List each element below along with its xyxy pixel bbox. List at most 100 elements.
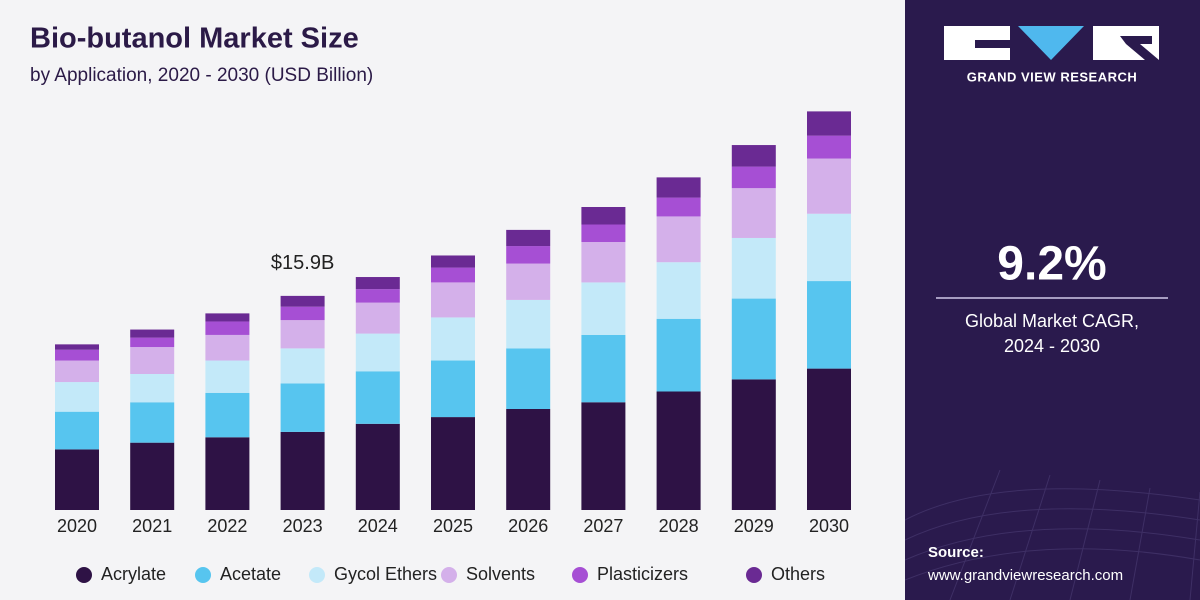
bar-segment bbox=[280, 306, 325, 321]
legend-label: Acrylate bbox=[101, 564, 166, 584]
bar-segment bbox=[280, 320, 325, 349]
x-tick-label: 2020 bbox=[57, 516, 97, 536]
bar-segment bbox=[205, 437, 250, 510]
bar-segment bbox=[731, 166, 776, 189]
logo-triangle bbox=[1018, 26, 1084, 60]
bar-segment bbox=[355, 423, 400, 510]
bar-segment bbox=[731, 237, 776, 299]
legend-marker bbox=[746, 567, 762, 583]
bar-segment bbox=[55, 382, 99, 412]
x-tick-label: 2022 bbox=[207, 516, 247, 536]
bar-segment bbox=[130, 347, 175, 374]
legend-label: Solvents bbox=[466, 564, 535, 584]
bar-segment bbox=[731, 188, 776, 238]
bar-segment bbox=[506, 299, 551, 349]
bar-segment bbox=[130, 442, 175, 510]
bar-segment bbox=[431, 282, 475, 318]
legend-label: Others bbox=[771, 564, 825, 584]
x-tick-label: 2021 bbox=[132, 516, 172, 536]
x-tick-label: 2028 bbox=[659, 516, 699, 536]
bar-segment bbox=[130, 337, 175, 348]
bar-segment bbox=[656, 177, 701, 198]
bar-segment bbox=[205, 360, 250, 393]
bar-segment bbox=[205, 313, 250, 322]
bar-segment bbox=[280, 383, 325, 432]
bar-segment bbox=[55, 344, 99, 350]
bar-segment bbox=[431, 317, 475, 361]
bar-segment bbox=[130, 373, 175, 403]
bar-segment bbox=[280, 295, 325, 307]
x-tick-label: 2026 bbox=[508, 516, 548, 536]
bar-segment bbox=[731, 145, 776, 167]
bar-segment bbox=[55, 449, 99, 510]
bar-segment bbox=[506, 409, 551, 510]
bar-segment bbox=[581, 282, 626, 335]
bar-segment bbox=[807, 135, 851, 159]
x-tick-label: 2025 bbox=[433, 516, 473, 536]
total-label: $15.9B bbox=[271, 252, 334, 274]
legend-label: Gycol Ethers bbox=[334, 564, 437, 584]
bar-segment bbox=[355, 333, 400, 372]
legend-label: Acetate bbox=[220, 564, 281, 584]
legend-label: Plasticizers bbox=[597, 564, 688, 584]
bar-segment bbox=[55, 349, 99, 361]
logo bbox=[944, 26, 1159, 60]
logo-cut bbox=[1120, 36, 1159, 60]
bar-segment bbox=[656, 197, 701, 217]
legend-marker bbox=[572, 567, 588, 583]
side-pattern bbox=[904, 469, 1200, 600]
bar-segment bbox=[807, 368, 851, 510]
bar-segment bbox=[807, 158, 851, 214]
bar-segment bbox=[581, 207, 626, 225]
cagr-value: 9.2% bbox=[997, 238, 1106, 291]
bar-segment bbox=[55, 411, 99, 450]
bar-segment bbox=[506, 246, 551, 264]
bar-segment bbox=[431, 417, 475, 510]
bar-segment bbox=[581, 334, 626, 403]
bar-segment bbox=[506, 348, 551, 409]
bar-segment bbox=[130, 402, 175, 443]
bar-segment bbox=[205, 334, 250, 361]
bar-segment bbox=[280, 348, 325, 384]
bar-segment bbox=[581, 242, 626, 283]
x-tick-label: 2024 bbox=[358, 516, 398, 536]
bar-segment bbox=[431, 267, 475, 283]
bar-segment bbox=[205, 321, 250, 335]
bar-segment bbox=[506, 263, 551, 300]
bar-segment bbox=[807, 281, 851, 369]
bar-segment bbox=[205, 392, 250, 438]
side-panel bbox=[905, 0, 1200, 600]
x-tick-label: 2029 bbox=[734, 516, 774, 536]
cagr-caption: Global Market CAGR, bbox=[965, 311, 1139, 331]
source-label: Source: bbox=[928, 544, 984, 561]
x-tick-label: 2027 bbox=[583, 516, 623, 536]
bar-segment bbox=[656, 262, 701, 319]
bar-segment bbox=[355, 371, 400, 424]
bar-segment bbox=[280, 431, 325, 510]
source-url: www.grandviewresearch.com bbox=[927, 567, 1123, 584]
bar-segment bbox=[656, 318, 701, 392]
bar-segment bbox=[431, 360, 475, 418]
bar-segment bbox=[581, 402, 626, 510]
bar-segment bbox=[355, 289, 400, 303]
legend-marker bbox=[195, 567, 211, 583]
plot: 2020 2021 2022 2023 2024 2025 2026 2027 2028 2029… bbox=[55, 111, 851, 584]
bar-segment bbox=[731, 379, 776, 510]
bar-segment bbox=[506, 229, 551, 247]
brand-name: GRAND VIEW RESEARCH bbox=[967, 69, 1138, 84]
bar-segment bbox=[807, 213, 851, 282]
chart-subtitle: by Application, 2020 - 2030 (USD Billion… bbox=[30, 65, 373, 86]
bar-segment bbox=[807, 111, 851, 136]
x-tick-label: 2023 bbox=[283, 516, 323, 536]
legend-marker bbox=[76, 567, 92, 583]
legend-marker bbox=[441, 567, 457, 583]
bar-segment bbox=[431, 255, 475, 268]
chart-title: Bio-butanol Market Size bbox=[30, 23, 359, 55]
bar-segment bbox=[130, 329, 175, 338]
bar-segment bbox=[656, 391, 701, 510]
bar-segment bbox=[731, 298, 776, 380]
bar-segment bbox=[355, 302, 400, 334]
bar-segment bbox=[656, 216, 701, 263]
